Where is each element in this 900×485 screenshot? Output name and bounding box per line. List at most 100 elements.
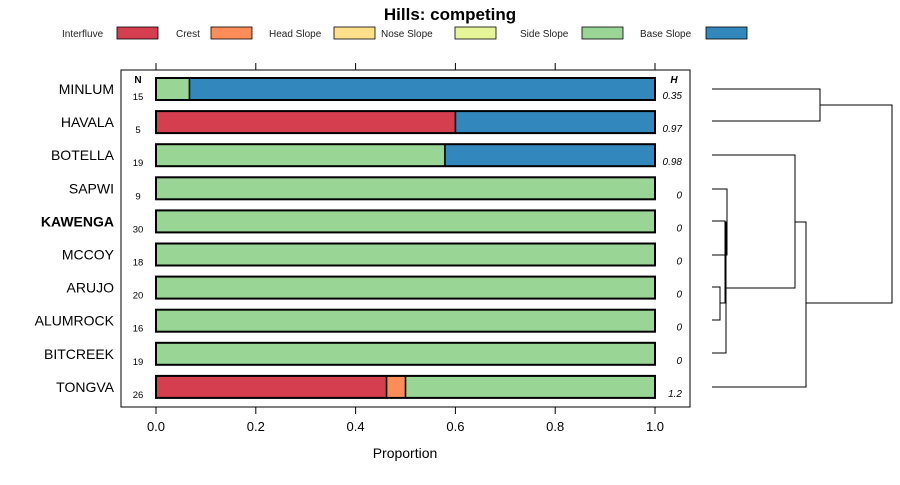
bar-outline xyxy=(155,341,656,366)
row-minlum: MINLUM 15 0.35 xyxy=(59,77,683,103)
bar-segment-base-slope xyxy=(189,78,656,100)
bar-segment-base-slope xyxy=(455,111,655,134)
bar-outline xyxy=(155,176,656,201)
plot-panel xyxy=(120,69,691,408)
bar-segment-side-slope xyxy=(156,309,655,332)
row-label: TONGVA xyxy=(56,379,114,395)
dendro-kawenga-join xyxy=(712,220,726,304)
legend-label-base-slope: Base Slope xyxy=(640,29,692,40)
row-kawenga: KAWENGA 30 0 xyxy=(41,209,682,235)
h-value: 0 xyxy=(676,290,682,301)
bar-segment-side-slope xyxy=(156,210,655,233)
bar-segment-crest xyxy=(386,375,406,398)
x-tick-label: 0.4 xyxy=(347,419,365,434)
legend-label-side-slope: Side Slope xyxy=(520,29,569,40)
bar-outline xyxy=(155,143,656,168)
bar-segment-side-slope xyxy=(156,78,190,100)
legend-swatch-nose-slope xyxy=(454,26,497,40)
x-tick-label: 0.0 xyxy=(147,419,165,434)
row-alumrock: ALUMROCK 16 0 xyxy=(35,308,682,335)
dendro-sapwi-mccoy xyxy=(712,188,728,256)
bar-segment-interfluve xyxy=(156,111,456,134)
row-label: SAPWI xyxy=(69,180,114,196)
row-label: BOTELLA xyxy=(51,147,115,163)
legend-label-nose-slope: Nose Slope xyxy=(381,29,433,40)
bar-outline xyxy=(155,242,656,267)
dendro-arujo-alumrock xyxy=(712,286,721,321)
bar-segment-side-slope xyxy=(156,144,445,167)
dendro-minlum-havala xyxy=(712,88,821,122)
h-value: 0 xyxy=(676,323,682,334)
h-value: 0 xyxy=(676,190,682,201)
legend-swatch-base-slope xyxy=(705,26,748,40)
legend-label-head-slope: Head Slope xyxy=(269,29,322,40)
bar-outline xyxy=(155,374,656,399)
dendro-tongva-join xyxy=(712,221,807,388)
row-label: HAVALA xyxy=(61,114,115,130)
bar-segment-side-slope xyxy=(156,177,655,200)
dendro-root-join xyxy=(806,104,893,304)
x-tick-label: 0.6 xyxy=(446,419,464,434)
n-value: 30 xyxy=(133,224,144,235)
n-value: 9 xyxy=(135,191,140,202)
x-axis-label: Proportion xyxy=(373,445,438,461)
n-value: 19 xyxy=(133,158,144,169)
bar-outline xyxy=(155,275,656,300)
chart-title: Hills: competing xyxy=(384,5,516,24)
n-value: 15 xyxy=(133,92,144,103)
n-column-header: N xyxy=(134,75,141,86)
row-label: ARUJO xyxy=(67,280,115,296)
bar-segment-base-slope xyxy=(444,144,655,167)
h-value: 0.97 xyxy=(663,124,683,135)
bar-segment-side-slope xyxy=(156,243,655,266)
bar-outline xyxy=(155,209,656,234)
n-value: 19 xyxy=(133,357,144,368)
bar-segment-side-slope xyxy=(156,276,655,299)
row-havala: HAVALA 5 0.97 xyxy=(61,110,683,136)
bar-outline xyxy=(155,77,656,101)
legend: Interfluve Crest Head Slope Nose Slope Side … xyxy=(62,26,748,40)
row-arujo: ARUJO 20 0 xyxy=(67,275,682,302)
n-value: 5 xyxy=(135,125,140,136)
bar-segment-side-slope xyxy=(405,375,655,398)
x-tick-label: 0.2 xyxy=(247,419,265,434)
row-mccoy: MCCOY 18 0 xyxy=(62,242,682,269)
legend-swatch-side-slope xyxy=(581,26,624,40)
row-bitcreek: BITCREEK 19 0 xyxy=(44,341,682,368)
n-value: 20 xyxy=(133,291,144,302)
h-value: 0.35 xyxy=(663,91,683,102)
x-tick-label: 0.8 xyxy=(546,419,564,434)
bar-outline xyxy=(155,110,656,135)
row-label: KAWENGA xyxy=(41,213,114,229)
n-value: 18 xyxy=(133,258,144,269)
legend-swatch-head-slope xyxy=(333,26,376,40)
n-value: 16 xyxy=(133,324,144,335)
bar-outline xyxy=(155,308,656,333)
h-value: 0 xyxy=(676,223,682,234)
x-tick-labels: 0.0 0.2 0.4 0.6 0.8 1.0 xyxy=(147,419,664,434)
bar-segment-interfluve xyxy=(156,375,387,398)
row-label: BITCREEK xyxy=(44,346,115,362)
h-value: 0.98 xyxy=(663,157,683,168)
h-value: 1.2 xyxy=(668,389,682,400)
legend-label-interfluve: Interfluve xyxy=(62,29,104,40)
dendrogram xyxy=(712,88,893,388)
row-label: ALUMROCK xyxy=(35,313,115,329)
h-value: 0 xyxy=(676,356,682,367)
row-sapwi: SAPWI 9 0 xyxy=(69,176,682,202)
row-label: MCCOY xyxy=(62,247,115,263)
x-tick-label: 1.0 xyxy=(646,419,664,434)
legend-swatch-crest xyxy=(210,26,253,40)
row-tongva: TONGVA 26 1.2 xyxy=(56,374,682,401)
n-value: 26 xyxy=(133,390,144,401)
row-label: MINLUM xyxy=(59,81,114,97)
h-value: 0 xyxy=(676,257,682,268)
bar-segment-side-slope xyxy=(156,342,655,365)
bar-rows: MINLUM 15 0.35 HAVALA 5 0.97 BOTELLA 19 0.98 SAPW… xyxy=(35,77,683,401)
axis-ticks xyxy=(155,63,656,414)
legend-label-crest: Crest xyxy=(176,29,200,40)
legend-swatch-interfluve xyxy=(116,26,159,40)
row-botella: BOTELLA 19 0.98 xyxy=(51,143,683,169)
h-column-header: H xyxy=(670,75,678,86)
